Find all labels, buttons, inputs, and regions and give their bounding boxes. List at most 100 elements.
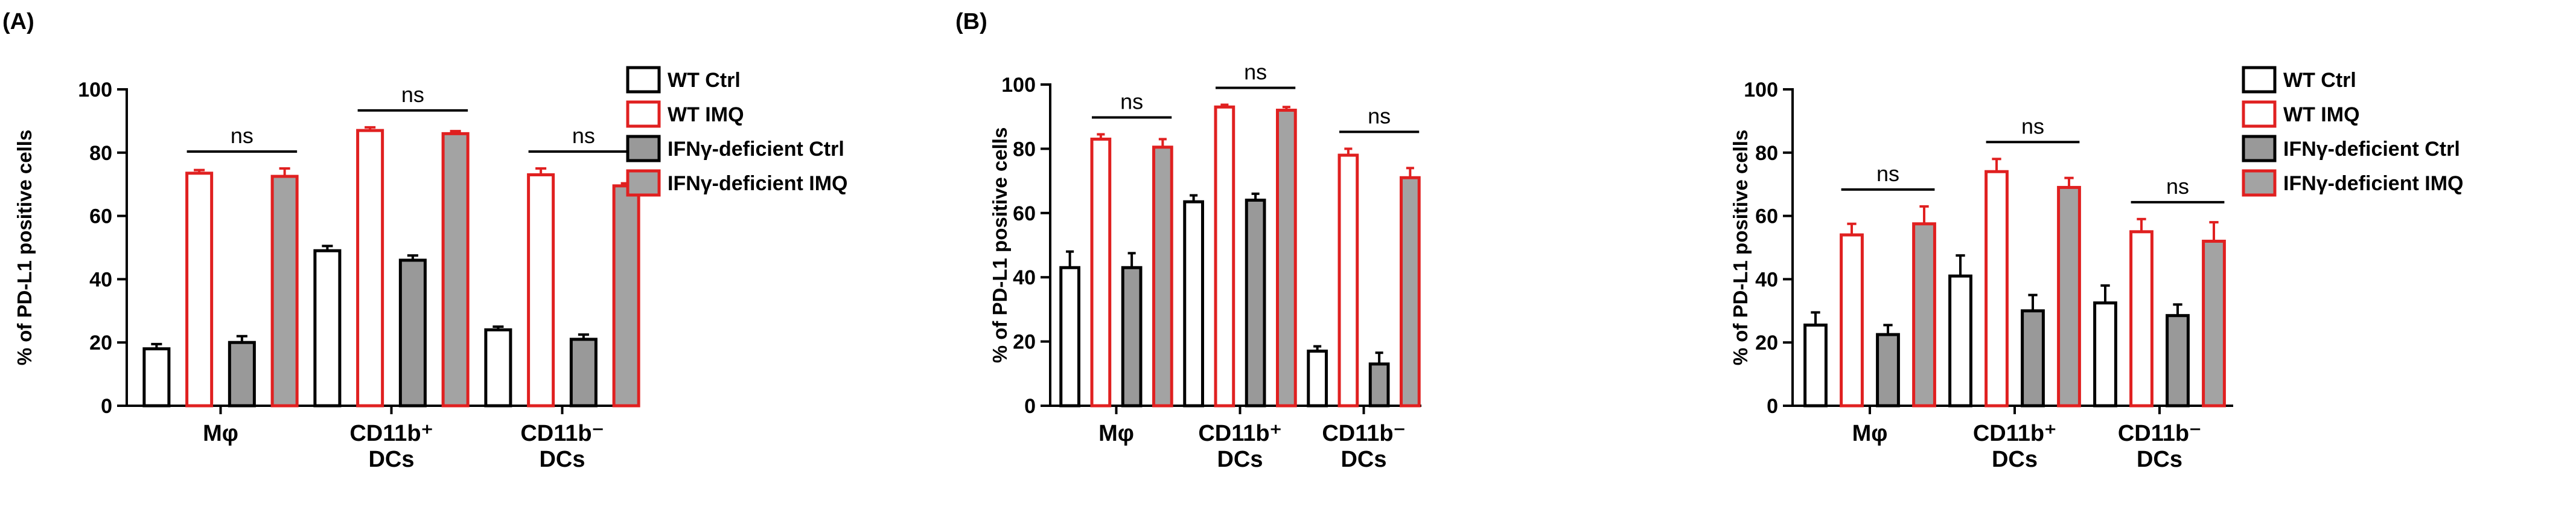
bar [527, 173, 555, 408]
bar [569, 338, 598, 408]
x-tick-label: Mφ [1852, 421, 1888, 446]
x-tick-label: Mφ [203, 421, 238, 446]
y-tick-label: 40 [1013, 266, 1036, 289]
x-tick-label: CD11b⁺ [1973, 421, 2056, 446]
bar [1912, 222, 1936, 408]
bar [270, 174, 299, 408]
y-tick-label: 60 [89, 205, 112, 228]
x-tick-label: CD11b⁻ [2118, 421, 2201, 446]
significance-label: ns [1368, 103, 1391, 128]
y-tick-label: 80 [89, 142, 112, 165]
legend-swatch [626, 66, 661, 94]
bar [612, 184, 640, 408]
x-tick-label: DCs [1341, 447, 1386, 472]
bar [2129, 230, 2154, 408]
y-tick-label: 40 [89, 268, 112, 291]
x-tick-label: DCs [2137, 447, 2182, 472]
bar [2021, 309, 2045, 408]
bar [1876, 333, 1900, 408]
significance-label: ns [572, 123, 595, 148]
bar [1276, 109, 1297, 408]
significance-label: ns [1876, 161, 1899, 186]
legend-label: IFNγ-deficient Ctrl [2283, 138, 2460, 161]
bar [356, 129, 384, 408]
x-tick-label: CD11b⁺ [1198, 421, 1281, 446]
y-tick-label: 0 [1024, 395, 1036, 418]
y-tick-label: 100 [78, 78, 112, 101]
legend-label: IFNγ-deficient Ctrl [668, 138, 844, 161]
x-tick-label: CD11b⁺ [349, 421, 433, 446]
bar [142, 347, 171, 408]
bar [228, 341, 256, 408]
bar [1214, 105, 1235, 408]
x-tick-label: DCs [539, 447, 585, 472]
significance-label: ns [2166, 174, 2189, 199]
legend-swatch [626, 135, 661, 162]
y-tick-label: 0 [1767, 395, 1778, 418]
bar [484, 328, 512, 408]
bar [1152, 146, 1173, 408]
y-axis-title: % of PD-L1 positive cells [989, 127, 1011, 363]
x-tick-label: DCs [1217, 447, 1263, 472]
x-tick-label: CD11b⁻ [520, 421, 604, 446]
chart-panel-2: 0 20 40 60 80 100 % of PD-L1 positive cells Mφ n… [989, 60, 1421, 472]
y-axis-title: % of PD-L1 positive cells [1729, 130, 1752, 366]
significance-label: ns [2021, 114, 2044, 138]
legend: WT Ctrl WT IMQ IFNγ-deficient Ctrl IFNγ-def… [626, 66, 847, 197]
significance-label: ns [1244, 60, 1267, 85]
bar [2057, 185, 2081, 408]
y-tick-label: 20 [89, 331, 112, 354]
legend-label: WT IMQ [2283, 103, 2360, 126]
legend-swatch [2242, 66, 2277, 94]
bar [2166, 314, 2190, 408]
bar [1245, 199, 1266, 408]
chart-panel-1: 0 20 40 60 80 100 % of PD-L1 positive cells Mφ n… [13, 66, 847, 472]
y-axis-title: % of PD-L1 positive cells [13, 130, 36, 366]
significance-label: ns [401, 82, 424, 107]
bar [1400, 176, 1421, 408]
bar [2202, 240, 2226, 408]
legend-label: WT Ctrl [2283, 69, 2356, 92]
bar [313, 249, 342, 408]
x-tick-label: Mφ [1098, 421, 1134, 446]
y-tick-label: 80 [1755, 142, 1778, 165]
legend-swatch [626, 100, 661, 128]
x-tick-label: DCs [1992, 447, 2038, 472]
y-tick-label: 60 [1013, 202, 1036, 225]
legend-label: IFNγ-deficient IMQ [668, 172, 847, 195]
legend-swatch [626, 169, 661, 197]
bar [441, 132, 470, 408]
y-tick-label: 40 [1755, 268, 1778, 291]
legend-swatch [2242, 169, 2277, 197]
legend-swatch [2242, 135, 2277, 162]
bar [1840, 233, 1864, 408]
bar [1121, 266, 1143, 408]
bar [1985, 170, 2009, 408]
y-tick-label: 20 [1755, 331, 1778, 354]
legend-swatch [2242, 100, 2277, 128]
bar [1803, 323, 1828, 408]
y-tick-label: 100 [1744, 78, 1778, 101]
y-tick-label: 80 [1013, 138, 1036, 161]
bar [2093, 301, 2117, 408]
bar [398, 258, 427, 408]
bar [1368, 362, 1390, 408]
bar [185, 171, 214, 408]
significance-label: ns [231, 123, 253, 148]
legend-label: IFNγ-deficient IMQ [2283, 172, 2463, 195]
bar [1183, 200, 1204, 408]
panel-label-b: (B) [955, 9, 987, 34]
panel-label-a: (A) [2, 9, 34, 34]
chart-panel-3: 0 20 40 60 80 100 % of PD-L1 positive cells Mφ n… [1729, 66, 2463, 472]
legend: WT Ctrl WT IMQ IFNγ-deficient Ctrl IFNγ-def… [2242, 66, 2463, 197]
legend-label: WT Ctrl [668, 69, 741, 92]
y-tick-label: 0 [101, 395, 112, 418]
bar [1059, 266, 1080, 408]
x-tick-label: CD11b⁻ [1322, 421, 1405, 446]
charts-layer: 0 20 40 60 80 100 % of PD-L1 positive cells Mφ n… [13, 60, 2463, 472]
bar [1090, 137, 1112, 408]
y-tick-label: 100 [1001, 74, 1036, 97]
bar [1948, 274, 1972, 408]
y-tick-label: 60 [1755, 205, 1778, 228]
